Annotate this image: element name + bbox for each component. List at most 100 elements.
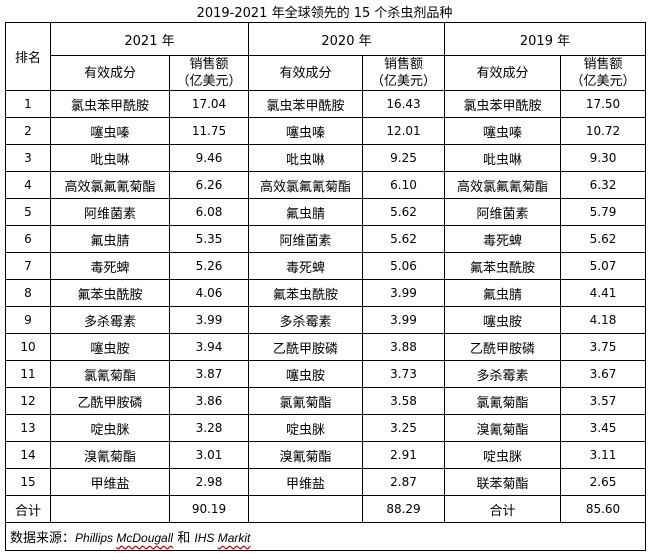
sales-cell: 3.45 (560, 414, 646, 442)
ingredient-cell: 噻虫嗪 (248, 117, 363, 145)
insecticide-table: 排名 2021 年 2020 年 2019 年 有效成分 销售额 （亿美元） 有效成分… (5, 22, 646, 551)
ingredient-cell: 氟苯虫酰胺 (248, 279, 363, 307)
sales-cell: 5.62 (560, 225, 646, 253)
ingredient-header: 有效成分 (248, 55, 363, 91)
sales-cell: 4.41 (560, 279, 646, 307)
ingredient-cell: 溴氰菊酯 (50, 441, 170, 469)
ingredient-cell: 氟苯虫酰胺 (444, 252, 561, 280)
table-row: 10 噻虫胺 3.94 乙酰甲胺磷 3.88 乙酰甲胺磷 3.75 (5, 333, 646, 361)
total-cell (50, 495, 170, 523)
sales-cell: 3.67 (560, 360, 646, 388)
total-cell (248, 495, 363, 523)
sales-cell: 5.07 (560, 252, 646, 280)
ingredient-cell: 啶虫脒 (248, 414, 363, 442)
ingredient-cell: 氯虫苯甲酰胺 (50, 90, 170, 118)
ingredient-cell: 氯氰菊酯 (444, 387, 561, 415)
year-header: 2019 年 (444, 22, 646, 56)
ingredient-cell: 甲维盐 (248, 468, 363, 496)
table-row: 14 溴氰菊酯 3.01 溴氰菊酯 2.91 啶虫脒 3.11 (5, 441, 646, 469)
table-row: 7 毒死蜱 5.26 毒死蜱 5.06 氟苯虫酰胺 5.07 (5, 252, 646, 280)
ingredient-cell: 乙酰甲胺磷 (248, 333, 363, 361)
rank-cell: 14 (5, 441, 51, 469)
sales-cell: 5.06 (362, 252, 445, 280)
ingredient-cell: 啶虫脒 (50, 414, 170, 442)
rank-cell: 5 (5, 198, 51, 226)
ingredient-cell: 噻虫胺 (444, 306, 561, 334)
source-and: 和 (177, 531, 191, 546)
table-row: 3 吡虫啉 9.46 吡虫啉 9.25 吡虫啉 9.30 (5, 144, 646, 172)
ingredient-cell: 吡虫啉 (248, 144, 363, 172)
sales-cell: 2.87 (362, 468, 445, 496)
sales-cell: 12.01 (362, 117, 445, 145)
ingredient-cell: 毒死蜱 (444, 225, 561, 253)
sales-cell: 3.11 (560, 441, 646, 469)
ingredient-cell: 氟虫腈 (248, 198, 363, 226)
ingredient-cell: 吡虫啉 (444, 144, 561, 172)
table-row: 1 氯虫苯甲酰胺 17.04 氯虫苯甲酰胺 16.43 氯虫苯甲酰胺 17.50 (5, 90, 646, 118)
table-row: 6 氟虫腈 5.35 阿维菌素 5.62 毒死蜱 5.62 (5, 225, 646, 253)
table-row: 12 乙酰甲胺磷 3.86 氯氰菊酯 3.58 氯氰菊酯 3.57 (5, 387, 646, 415)
source-1: Phillips McDougall (75, 531, 174, 545)
sales-cell: 2.98 (169, 468, 249, 496)
rank-cell: 2 (5, 117, 51, 145)
ingredient-cell: 多杀霉素 (444, 360, 561, 388)
sales-cell: 3.86 (169, 387, 249, 415)
ingredient-cell: 噻虫嗪 (444, 117, 561, 145)
ingredient-cell: 噻虫嗪 (50, 117, 170, 145)
ingredient-cell: 阿维菌素 (50, 198, 170, 226)
ingredient-cell: 乙酰甲胺磷 (444, 333, 561, 361)
table-row: 13 啶虫脒 3.28 啶虫脒 3.25 溴氰菊酯 3.45 (5, 414, 646, 442)
table-row: 2 噻虫嗪 11.75 噻虫嗪 12.01 噻虫嗪 10.72 (5, 117, 646, 145)
rank-cell: 13 (5, 414, 51, 442)
ingredient-cell: 毒死蜱 (248, 252, 363, 280)
rank-cell: 3 (5, 144, 51, 172)
sales-cell: 2.65 (560, 468, 646, 496)
ingredient-cell: 噻虫胺 (248, 360, 363, 388)
ingredient-header: 有效成分 (444, 55, 561, 91)
year-header: 2020 年 (248, 22, 445, 56)
rank-cell: 12 (5, 387, 51, 415)
source-label: 数据来源： (10, 531, 76, 546)
ingredient-cell: 噻虫胺 (50, 333, 170, 361)
ingredient-cell: 氟苯虫酰胺 (50, 279, 170, 307)
rank-cell: 15 (5, 468, 51, 496)
sales-cell: 11.75 (169, 117, 249, 145)
total-value: 90.19 (169, 495, 249, 523)
table-title: 2019-2021 年全球领先的 15 个杀虫剂品种 (196, 6, 453, 21)
sales-cell: 4.18 (560, 306, 646, 334)
sales-cell: 5.62 (362, 198, 445, 226)
source-2: IHS Markit (194, 531, 251, 545)
sales-cell: 3.75 (560, 333, 646, 361)
sales-cell: 17.04 (169, 90, 249, 118)
sales-cell: 9.30 (560, 144, 646, 172)
rank-header: 排名 (5, 22, 51, 91)
total-cell: 合计 (444, 495, 561, 523)
ingredient-cell: 溴氰菊酯 (444, 414, 561, 442)
ingredient-header: 有效成分 (50, 55, 170, 91)
sales-cell: 17.50 (560, 90, 646, 118)
table-row: 15 甲维盐 2.98 甲维盐 2.87 联苯菊酯 2.65 (5, 468, 646, 496)
table-row: 8 氟苯虫酰胺 4.06 氟苯虫酰胺 3.99 氟虫腈 4.41 (5, 279, 646, 307)
sales-cell: 3.28 (169, 414, 249, 442)
ingredient-cell: 乙酰甲胺磷 (50, 387, 170, 415)
sales-cell: 6.32 (560, 171, 646, 199)
ingredient-cell: 氟虫腈 (50, 225, 170, 253)
sales-cell: 3.01 (169, 441, 249, 469)
sales-cell: 9.25 (362, 144, 445, 172)
ingredient-cell: 多杀霉素 (50, 306, 170, 334)
ingredient-cell: 氯氰菊酯 (50, 360, 170, 388)
sales-cell: 6.08 (169, 198, 249, 226)
ingredient-cell: 吡虫啉 (50, 144, 170, 172)
rank-cell: 6 (5, 225, 51, 253)
sales-cell: 6.26 (169, 171, 249, 199)
rank-cell: 10 (5, 333, 51, 361)
rank-cell: 1 (5, 90, 51, 118)
ingredient-cell: 高效氯氟氰菊酯 (50, 171, 170, 199)
total-label: 合计 (5, 495, 51, 523)
sales-cell: 5.35 (169, 225, 249, 253)
sales-cell: 5.26 (169, 252, 249, 280)
ingredient-cell: 阿维菌素 (248, 225, 363, 253)
rank-cell: 8 (5, 279, 51, 307)
ingredient-cell: 毒死蜱 (50, 252, 170, 280)
sales-cell: 6.10 (362, 171, 445, 199)
